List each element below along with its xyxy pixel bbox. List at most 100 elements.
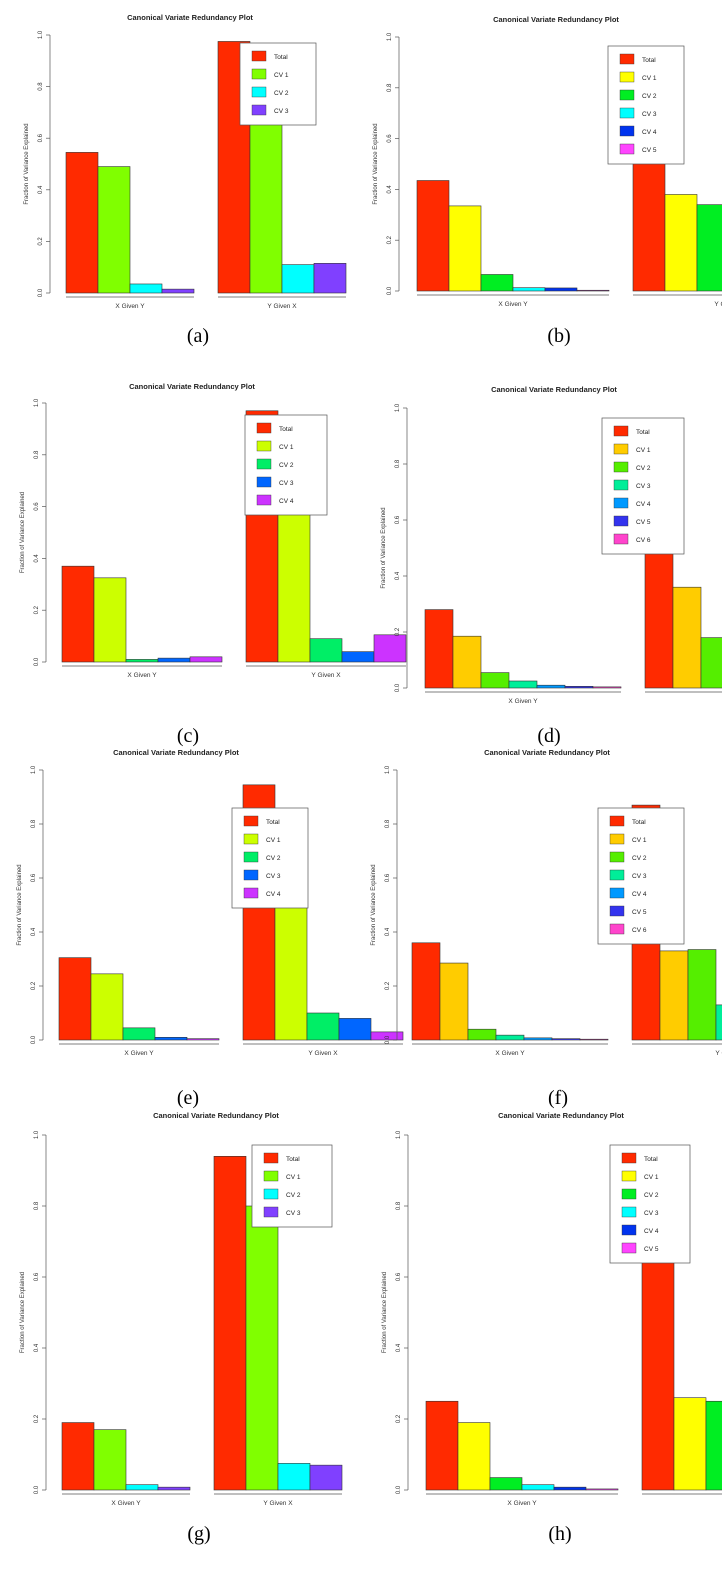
legend-swatch xyxy=(256,458,272,470)
y-tick-label: 1.0 xyxy=(31,765,37,774)
chart-panel-1: Canonical Variate Redundancy Plot 0.0 0.2 0… xyxy=(24,13,347,347)
bar-cv2-x-given-y xyxy=(125,659,159,663)
legend-swatch xyxy=(243,815,259,827)
y-tick-label: 0.6 xyxy=(38,133,44,142)
bar-cv3-y-given-x xyxy=(715,1004,722,1041)
bar-total-x-given-y xyxy=(58,957,92,1041)
y-axis-label: Fraction of Variance Explained xyxy=(373,123,379,204)
y-tick-label: 1.0 xyxy=(34,1130,40,1139)
y-tick-label: 0.8 xyxy=(38,82,44,91)
y-tick-label: 0.6 xyxy=(385,873,391,882)
legend-swatch xyxy=(613,515,629,527)
bar-cv3-y-given-x xyxy=(309,1464,343,1491)
legend-label: CV 5 xyxy=(642,147,657,154)
y-tick-label: 0.0 xyxy=(395,683,401,692)
y-tick-label: 0.0 xyxy=(34,657,40,666)
chart-title: Canonical Variate Redundancy Plot xyxy=(491,385,617,394)
legend-swatch xyxy=(243,869,259,881)
chart-panel-4: Canonical Variate Redundancy Plot 0.0 0.2 0… xyxy=(381,385,722,747)
y-tick-label: 0.2 xyxy=(396,1414,402,1423)
y-tick-label: 0.4 xyxy=(387,185,393,194)
chart-panel-7: Canonical Variate Redundancy Plot 0.0 0.2 0… xyxy=(20,1111,343,1545)
bar-cv4-y-given-x xyxy=(373,634,407,663)
bar-total-x-given-y xyxy=(61,565,95,663)
chart-title: Canonical Variate Redundancy Plot xyxy=(129,382,255,391)
x-category-label: X Given Y xyxy=(508,698,538,705)
legend-label: CV 6 xyxy=(636,537,651,544)
y-axis-label: Fraction of Variance Explained xyxy=(17,864,23,945)
legend-swatch xyxy=(609,905,625,917)
panel-label: (e) xyxy=(177,1087,199,1109)
y-tick-label: 0.0 xyxy=(396,1485,402,1494)
y-tick-label: 1.0 xyxy=(38,30,44,39)
y-tick-label: 0.4 xyxy=(38,185,44,194)
legend-label: CV 1 xyxy=(266,837,281,844)
chart-title: Canonical Variate Redundancy Plot xyxy=(153,1111,279,1120)
y-tick-label: 1.0 xyxy=(396,1130,402,1139)
y-tick-label: 0.4 xyxy=(34,1343,40,1352)
legend-label: CV 2 xyxy=(644,1192,659,1199)
bar-cv4-x-given-y xyxy=(544,287,578,292)
y-tick-label: 0.8 xyxy=(396,1201,402,1210)
chart-title: Canonical Variate Redundancy Plot xyxy=(127,13,253,22)
legend-label: Total xyxy=(266,819,280,826)
bar-cv5-x-given-y xyxy=(576,289,610,292)
legend-swatch xyxy=(251,86,267,98)
legend-swatch xyxy=(619,71,635,83)
legend-swatch xyxy=(243,887,259,899)
y-tick-label: 0.6 xyxy=(34,502,40,511)
legend-swatch xyxy=(613,461,629,473)
x-category-label: Y Given X xyxy=(308,1050,338,1057)
x-category-label: Y Given X xyxy=(263,1500,293,1507)
bar-cv1-y-given-x xyxy=(249,99,283,294)
legend-label: CV 3 xyxy=(632,873,647,880)
panel-label: (b) xyxy=(547,325,570,347)
bar-cv2-y-given-x xyxy=(700,637,722,689)
bar-cv2-y-given-x xyxy=(696,204,722,292)
legend-label: CV 4 xyxy=(644,1228,659,1235)
legend-label: Total xyxy=(642,57,656,64)
legend-swatch xyxy=(613,443,629,455)
y-tick-label: 0.6 xyxy=(395,515,401,524)
legend-label: CV 4 xyxy=(266,891,281,898)
legend-swatch xyxy=(243,851,259,863)
legend-label: CV 1 xyxy=(286,1174,301,1181)
x-category-label: X Given Y xyxy=(127,672,157,679)
bar-cv2-y-given-x xyxy=(687,949,717,1041)
y-tick-label: 0.2 xyxy=(31,981,37,990)
legend-swatch xyxy=(621,1224,637,1236)
y-tick-label: 1.0 xyxy=(387,32,393,41)
legend-swatch xyxy=(243,833,259,845)
bar-cv3-x-given-y xyxy=(512,287,546,292)
bar-cv1-x-given-y xyxy=(90,973,124,1041)
bar-total-x-given-y xyxy=(61,1422,95,1491)
legend-label: CV 2 xyxy=(279,462,294,469)
bar-cv4-x-given-y xyxy=(536,684,566,689)
bar-total-x-given-y xyxy=(424,609,454,689)
x-category-label: X Given Y xyxy=(498,301,528,308)
legend-swatch xyxy=(609,815,625,827)
legend-swatch xyxy=(251,104,267,116)
x-category-label: Y Given X xyxy=(715,1050,722,1057)
y-tick-label: 0.2 xyxy=(38,237,44,246)
legend-label: CV 4 xyxy=(636,501,651,508)
bar-cv2-y-given-x xyxy=(281,264,315,294)
bar-cv6-x-given-y xyxy=(579,1038,609,1041)
bar-cv2-x-given-y xyxy=(129,283,163,294)
y-tick-label: 0.4 xyxy=(34,554,40,563)
bar-cv2-x-given-y xyxy=(467,1028,497,1041)
x-category-label: X Given Y xyxy=(507,1500,537,1507)
bar-cv3-x-given-y xyxy=(157,1486,191,1491)
bar-cv3-y-given-x xyxy=(313,263,347,294)
chart-panel-3: Canonical Variate Redundancy Plot 0.0 0.2 0… xyxy=(20,382,407,747)
x-category-label: X Given Y xyxy=(124,1050,154,1057)
y-tick-label: 0.0 xyxy=(387,286,393,295)
bar-cv6-x-given-y xyxy=(592,686,622,689)
bar-cv3-x-given-y xyxy=(154,1037,188,1041)
y-tick-label: 0.2 xyxy=(395,627,401,636)
legend-label: CV 1 xyxy=(642,75,657,82)
y-tick-label: 0.8 xyxy=(385,819,391,828)
chart-panel-5: Canonical Variate Redundancy Plot 0.0 0.2 0… xyxy=(17,748,404,1109)
legend-label: CV 2 xyxy=(632,855,647,862)
bar-cv1-x-given-y xyxy=(452,635,482,689)
